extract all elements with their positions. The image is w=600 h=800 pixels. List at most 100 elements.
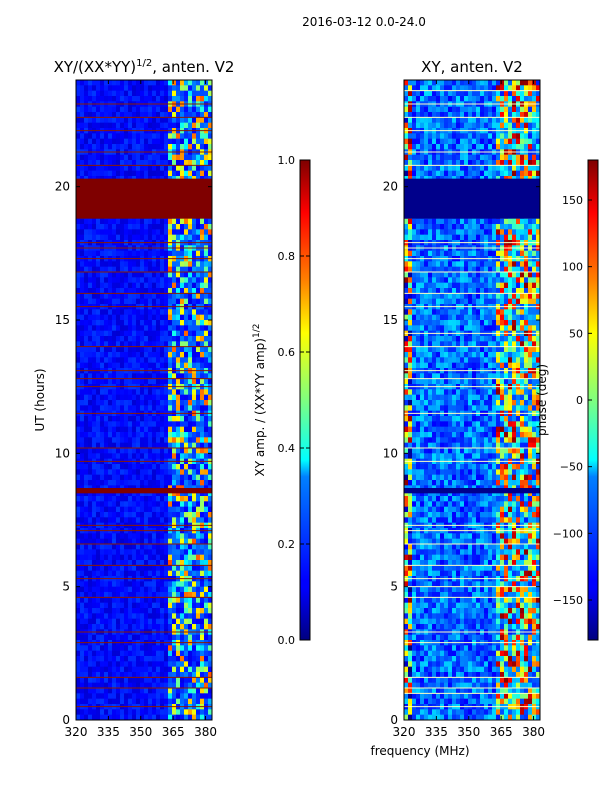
- right-heatmap-cell: [432, 170, 437, 177]
- left-heatmap-cell: [84, 570, 89, 577]
- left-heatmap-cell: [88, 400, 93, 406]
- left-heatmap-cell: [148, 362, 153, 369]
- right-heatmap-cell: [464, 154, 469, 161]
- left-heatmap-cell: [176, 613, 181, 620]
- left-heatmap-cell: [168, 314, 173, 321]
- right-heatmap-cell: [484, 165, 489, 172]
- left-heatmap-cell: [104, 373, 109, 380]
- left-heatmap-cell: [184, 432, 189, 438]
- left-heatmap-cell: [124, 266, 129, 273]
- left-heatmap-cell: [160, 352, 165, 358]
- left-heatmap-cell: [176, 474, 181, 481]
- left-heatmap-cell: [148, 282, 153, 289]
- left-heatmap-cell: [164, 160, 169, 166]
- left-heatmap-cell: [180, 448, 185, 454]
- left-heatmap-cell: [164, 650, 169, 657]
- left-heatmap-cell: [200, 352, 205, 358]
- left-heatmap-cell: [96, 666, 101, 673]
- left-heatmap-cell: [208, 106, 212, 113]
- left-heatmap-cell: [104, 698, 109, 705]
- left-heatmap-cell: [196, 656, 201, 662]
- left-heatmap-cell: [104, 474, 109, 481]
- left-heatmap-cell: [168, 122, 173, 129]
- left-heatmap-cell: [104, 160, 109, 166]
- right-heatmap-cell: [440, 170, 445, 177]
- left-heatmap-cell: [196, 288, 201, 294]
- left-heatmap-cell: [200, 314, 205, 321]
- left-heatmap-cell: [176, 122, 181, 129]
- right-heatmap-cell: [448, 138, 453, 145]
- left-heatmap-cell: [100, 480, 105, 486]
- left-heatmap-cell: [96, 325, 101, 332]
- left-heatmap-cell: [144, 469, 149, 476]
- right-heatmap-cell: [508, 154, 513, 161]
- left-heatmap-cell: [104, 341, 109, 348]
- left-heatmap-cell: [180, 218, 185, 225]
- left-heatmap-cell: [148, 293, 153, 300]
- left-heatmap-cell: [112, 570, 117, 577]
- left-heatmap-cell: [80, 512, 85, 518]
- left-heatmap-cell: [104, 96, 109, 102]
- left-heatmap-cell: [196, 501, 201, 508]
- left-heatmap-cell: [76, 325, 81, 332]
- left-heatmap-cell: [208, 512, 212, 518]
- left-heatmap-cell: [184, 666, 189, 673]
- left-heatmap-cell: [88, 133, 93, 140]
- left-heatmap-cell: [88, 106, 93, 113]
- left-heatmap-cell: [88, 698, 93, 705]
- left-heatmap-cell: [128, 672, 133, 678]
- right-heatmap-cell: [448, 90, 453, 97]
- left-heatmap-cell: [128, 314, 133, 321]
- left-heatmap-cell: [132, 314, 137, 321]
- left-heatmap-cell: [184, 661, 189, 668]
- right-heatmap-cell: [528, 106, 533, 113]
- left-heatmap-cell: [144, 426, 149, 433]
- left-heatmap-cell: [88, 570, 93, 577]
- left-heatmap-cell: [192, 96, 197, 102]
- left-heatmap-cell: [168, 288, 173, 294]
- left-heatmap-cell: [120, 645, 125, 652]
- left-heatmap-cell: [100, 618, 105, 625]
- right-heatmap-cell: [488, 117, 493, 124]
- right-heatmap-cell: [432, 90, 437, 97]
- right-heatmap-cell: [456, 80, 461, 86]
- left-heatmap-cell: [128, 613, 133, 620]
- left-heatmap-cell: [160, 117, 165, 124]
- left-heatmap-cell: [172, 650, 177, 657]
- left-heatmap-cell: [208, 346, 212, 353]
- left-heatmap-cell: [88, 288, 93, 294]
- left-heatmap-cell: [80, 309, 85, 316]
- left-heatmap-cell: [104, 138, 109, 145]
- left-heatmap-cell: [80, 554, 85, 561]
- left-heatmap-cell: [100, 138, 105, 145]
- left-heatmap-cell: [172, 378, 177, 385]
- right-heatmap-cell: [432, 165, 437, 172]
- left-heatmap-cell: [208, 624, 212, 630]
- left-heatmap-cell: [180, 362, 185, 369]
- left-heatmap-cell: [188, 554, 193, 561]
- left-heatmap-cell: [96, 469, 101, 476]
- left-heatmap-cell: [168, 581, 173, 588]
- left-heatmap-cell: [136, 122, 141, 129]
- left-heatmap-cell: [88, 378, 93, 385]
- right-heatmap-cell: [532, 117, 537, 124]
- right-heatmap-cell: [524, 117, 529, 124]
- right-heatmap-cell: [460, 170, 465, 177]
- left-heatmap-cell: [160, 346, 165, 353]
- left-heatmap-cell: [80, 565, 85, 572]
- left-heatmap-cell: [168, 405, 173, 412]
- left-heatmap-cell: [132, 229, 137, 236]
- left-heatmap-cell: [140, 154, 145, 161]
- left-heatmap-cell: [132, 533, 137, 540]
- left-heatmap-cell: [184, 288, 189, 294]
- right-heatmap-cell: [416, 144, 421, 150]
- left-heatmap-cell: [116, 538, 121, 545]
- left-heatmap-cell: [152, 170, 157, 177]
- left-heatmap-cell: [164, 165, 169, 172]
- left-heatmap-cell: [96, 533, 101, 540]
- left-heatmap-cell: [120, 448, 125, 454]
- left-heatmap-cell: [204, 298, 209, 305]
- left-heatmap-cell: [204, 112, 209, 118]
- left-heatmap-cell: [160, 570, 165, 577]
- left-heatmap-cell: [180, 144, 185, 150]
